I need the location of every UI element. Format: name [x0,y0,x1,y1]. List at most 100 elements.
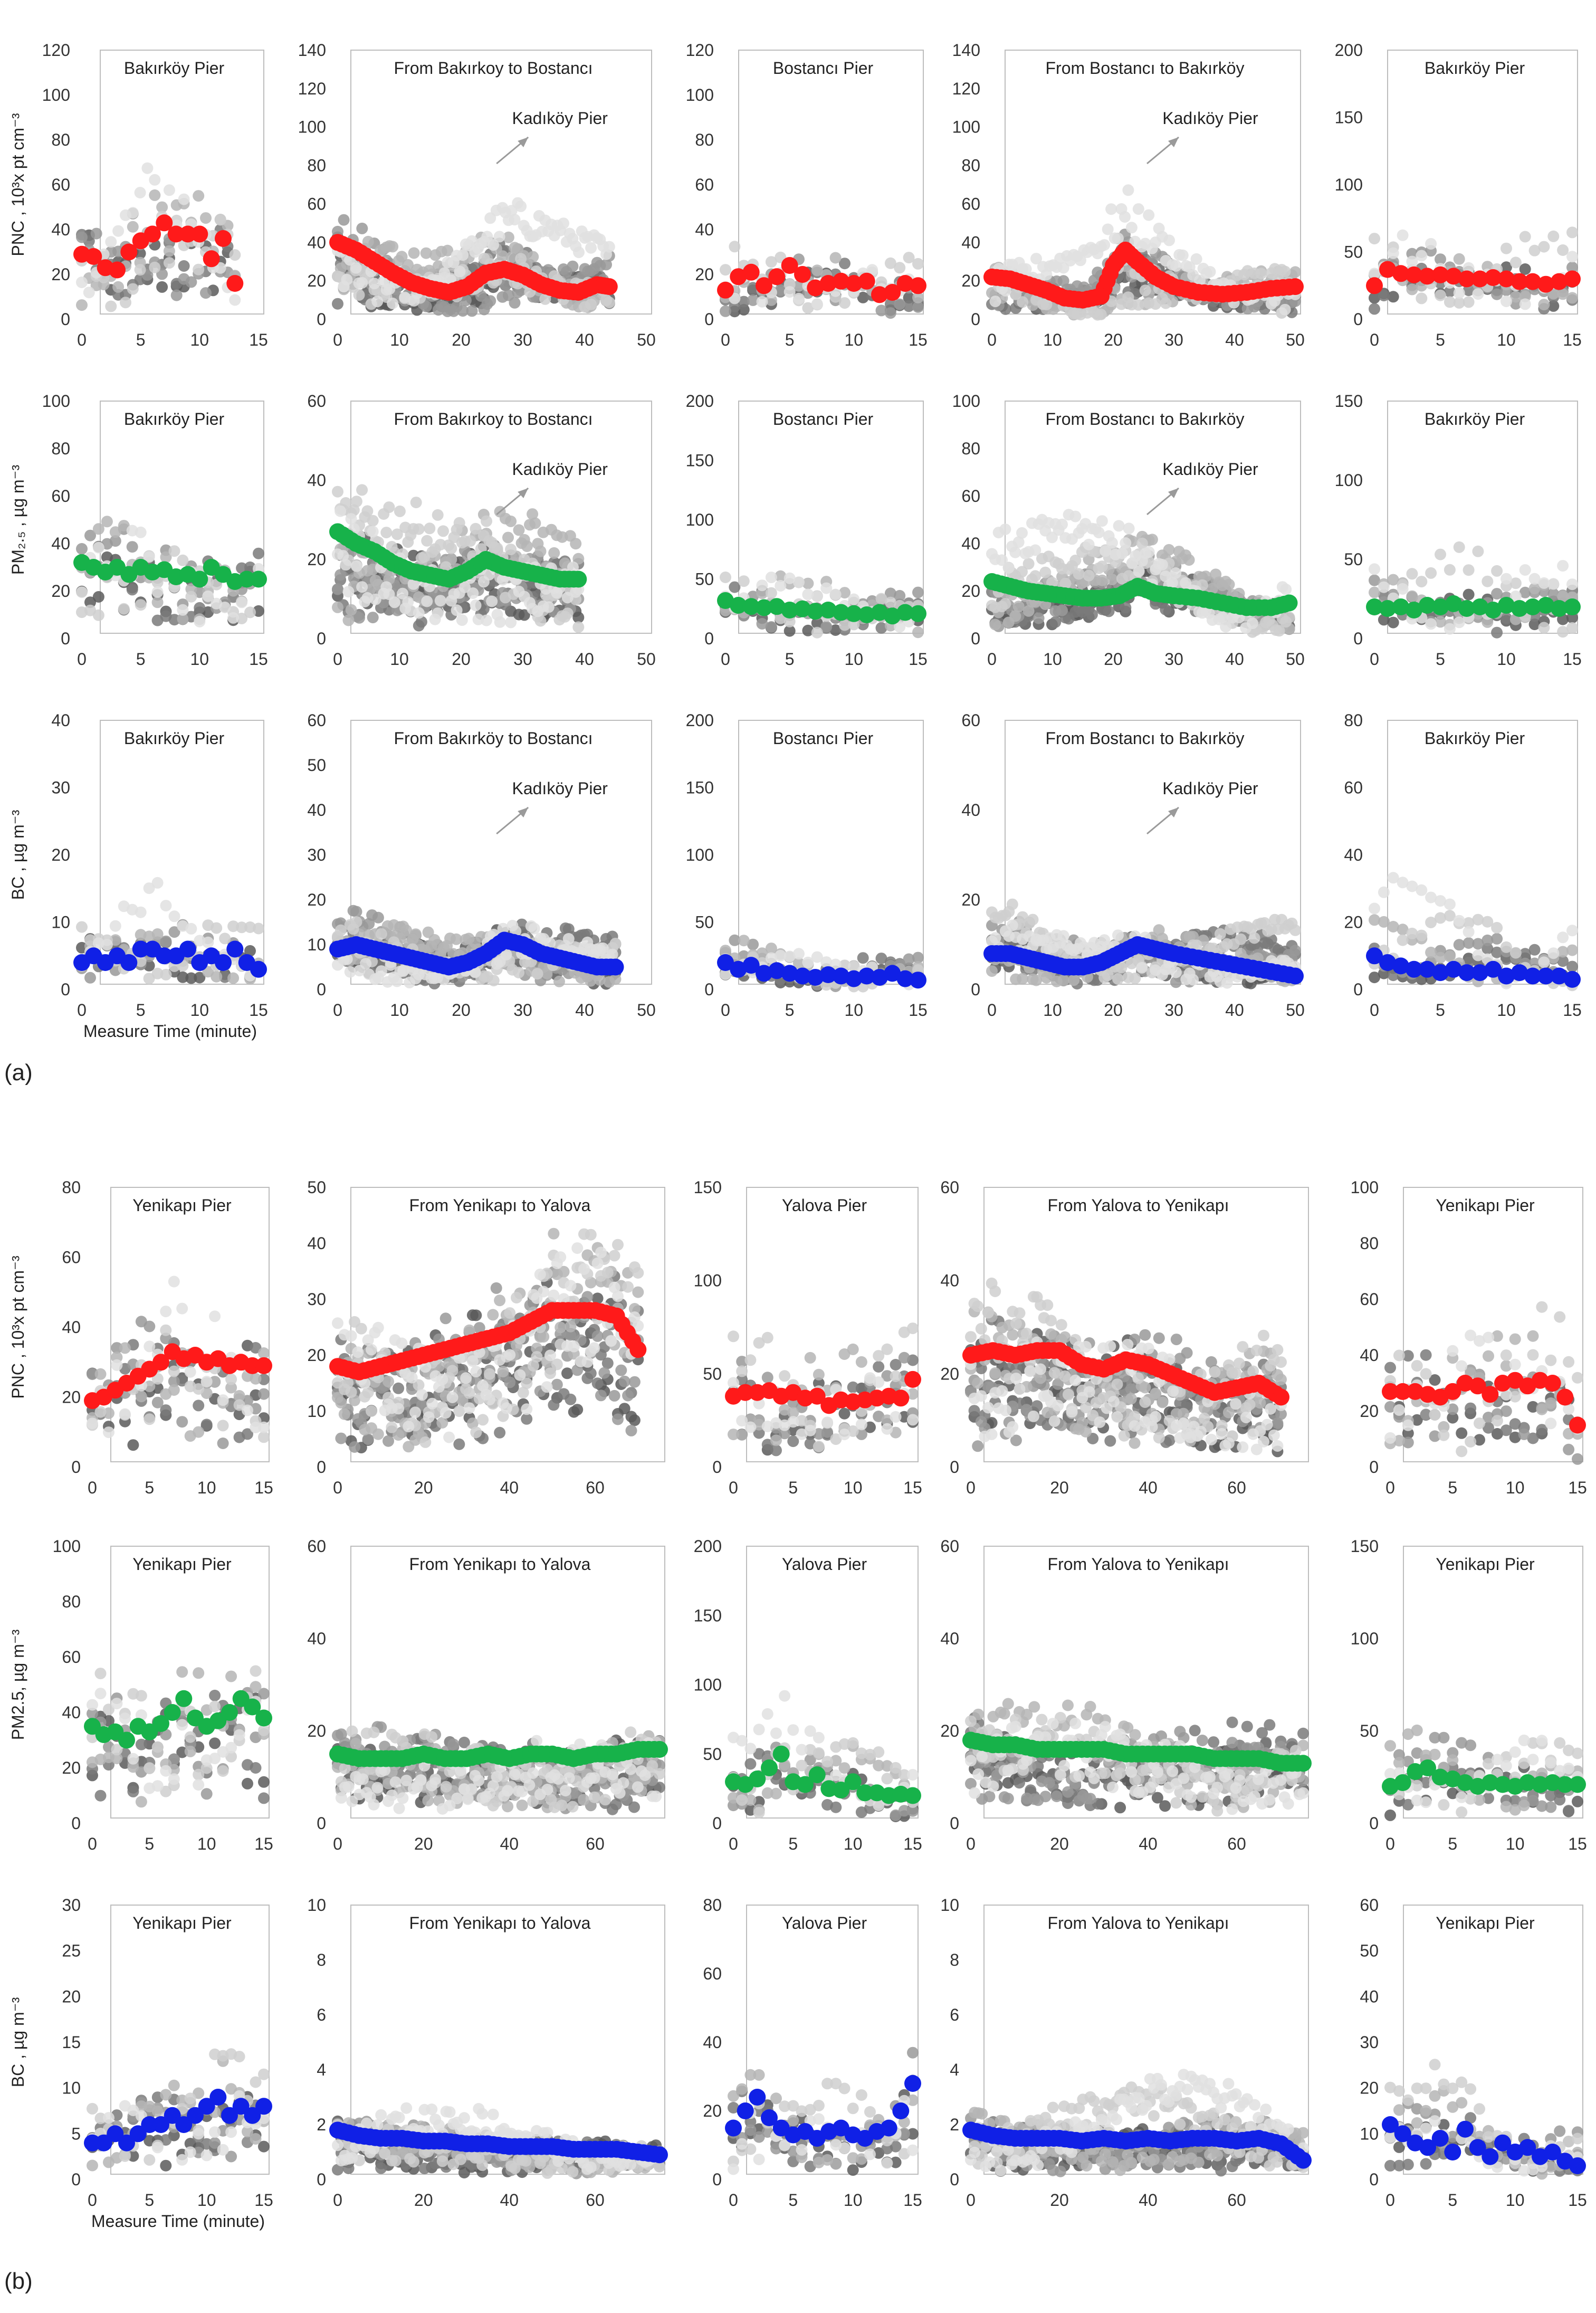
gray-point [989,296,1001,308]
x-tick-label: 40 [1225,650,1244,669]
gray-point [227,972,240,984]
y-tick-label: 120 [952,79,980,98]
gray-point [1156,559,1168,570]
gray-point [1163,544,1175,556]
gray-point [912,626,924,639]
gray-point [1146,534,1158,546]
gray-point [332,583,343,595]
plot-frame [1005,50,1301,315]
gray-point [1016,527,1028,539]
gray-point [1103,605,1115,617]
gray-point [92,523,104,535]
gray-point [109,920,121,932]
gray-point [848,593,860,605]
mean-point [794,266,811,283]
mean-point [120,954,138,971]
gray-point [76,231,88,243]
gray-point [109,526,121,538]
y-tick-label: 10 [51,913,70,932]
gray-point [1160,604,1172,615]
chart-title: From Bostancı to Bakırköy [1045,59,1244,78]
mean-point [756,277,772,294]
gray-point [1139,284,1151,297]
gray-point [1416,576,1428,588]
mean-point [109,261,126,279]
gray-point [126,584,138,596]
gray-point [127,207,139,219]
gray-point [1125,222,1138,234]
x-tick-label: 5 [785,330,795,349]
gray-point [765,587,777,599]
gray-point [493,231,505,243]
gray-point [765,256,777,268]
mean-point [1498,270,1515,288]
y-tick-label: 0 [317,629,326,648]
x-tick-label: 10 [390,650,409,669]
gray-point [756,579,768,592]
gray-point [1369,233,1380,245]
gray-point [481,515,492,527]
mean-point [203,250,220,268]
gray-point [253,922,264,935]
gray-point [442,244,454,256]
gray-point [466,305,478,317]
gray-point [912,586,924,598]
y-tick-label: 150 [1335,108,1363,127]
gray-point [151,586,164,598]
gray-point [1017,973,1029,985]
gray-point [509,214,521,226]
mean-point [226,275,244,292]
gray-point [534,545,547,557]
gray-point [481,231,493,243]
gray-point [409,928,422,940]
gray-point [1444,296,1456,308]
y-axis-label: BC , µg m⁻³ [8,810,27,900]
gray-point [149,261,161,273]
x-tick-label: 30 [513,1001,532,1020]
gray-point [156,281,168,293]
annotation-label: Kadıköy Pier [1162,779,1258,798]
gray-point [1406,568,1418,580]
gray-point [505,515,517,527]
gray-point [109,535,121,547]
gray-point [1435,253,1446,265]
gray-point [502,531,514,544]
chart-title: From Bostancı to Bakırköy [1045,729,1244,748]
gray-point [528,922,540,935]
gray-point [1119,211,1131,223]
gray-point [367,612,379,624]
gray-point [989,618,1001,631]
gray-point [1006,898,1018,910]
gray-point [585,242,597,254]
y-tick-label: 60 [961,487,980,506]
mean-point [167,225,185,243]
gray-point [76,921,88,933]
gray-point [160,551,172,563]
gray-point [356,277,368,289]
x-tick-label: 10 [190,330,209,349]
gray-point [194,602,206,614]
gray-point [486,595,498,607]
gray-point [1519,564,1531,576]
y-tick-label: 100 [686,510,714,529]
gray-point [1170,567,1182,579]
gray-point [163,257,175,269]
y-tick-label: 60 [307,194,326,213]
gray-point [1102,223,1114,235]
mean-point [1392,265,1409,282]
gray-point [515,253,527,265]
mean-point [1511,273,1528,290]
gray-point [127,221,139,233]
y-tick-label: 80 [51,439,70,458]
gray-point [92,609,104,621]
mean-point [871,286,888,303]
gray-point [999,523,1011,535]
gray-point [194,615,206,627]
gray-point [350,916,362,928]
gray-point [1029,544,1041,556]
y-tick-label: 200 [686,392,714,411]
gray-point [756,296,768,308]
gray-point [999,284,1011,297]
gray-point [1501,261,1512,273]
